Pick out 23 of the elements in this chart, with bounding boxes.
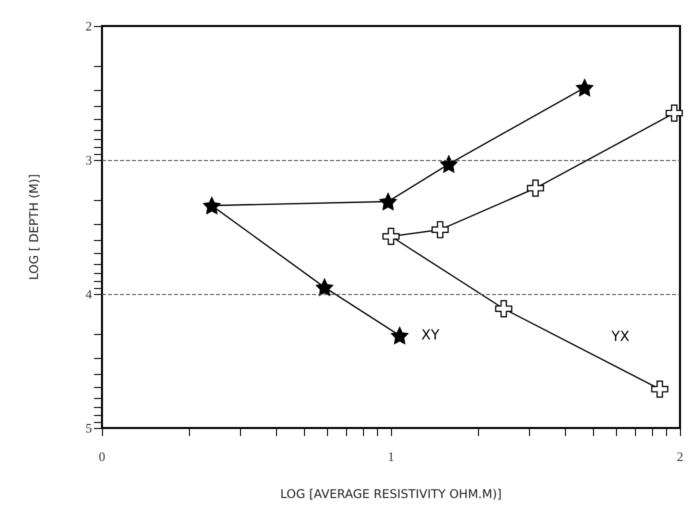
y-tick-label: 4 [86, 286, 92, 302]
x-tick-label: 2 [676, 449, 684, 464]
x-tick-label: 1 [388, 449, 394, 464]
point [495, 300, 512, 318]
point [651, 380, 668, 398]
y-tick-label: 5 [86, 420, 92, 436]
point [432, 221, 449, 238]
x-tick-label: 0 [98, 449, 106, 464]
point [316, 278, 334, 296]
point [526, 180, 544, 197]
y-axis-title: LOG [ DEPTH (M)] [27, 174, 41, 280]
y-tick-label: 3 [86, 152, 92, 168]
point [203, 196, 220, 214]
point [391, 326, 408, 344]
x-axis-title: LOG [AVERAGE RESISTIVITY OHM.M)] [280, 487, 502, 501]
point [380, 192, 397, 210]
series-label: YX [610, 329, 630, 346]
point [576, 79, 594, 96]
series-label: XY [421, 328, 440, 344]
point [666, 104, 683, 122]
point [382, 228, 400, 245]
y-tick-label: 2 [86, 18, 92, 34]
point [440, 155, 458, 173]
